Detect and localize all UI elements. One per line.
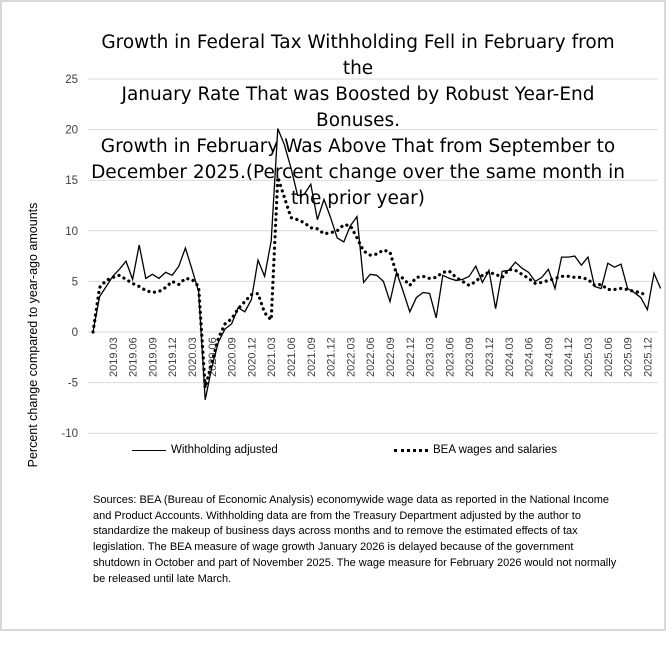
title-line: January Rate That was Boosted by Robust … xyxy=(121,84,595,131)
series-lines xyxy=(91,128,662,400)
x-tick-label: 2021.09 xyxy=(306,337,318,377)
title-line: Growth in Federal Tax Withholding Fell i… xyxy=(101,32,615,79)
y-tick-label: 15 xyxy=(65,175,78,187)
x-tick-label: 2022.03 xyxy=(345,337,357,377)
y-tick-label: -5 xyxy=(68,378,78,390)
title-line: December 2025.(Percent change over the s… xyxy=(91,162,625,183)
dotted-line-swatch-icon xyxy=(394,448,428,452)
legend-item-bea: BEA wages and salaries xyxy=(394,444,557,456)
legend-item-withholding: Withholding adjusted xyxy=(132,444,278,456)
x-tick-label: 2022.06 xyxy=(365,337,377,377)
y-tick-label: 10 xyxy=(65,226,78,238)
x-tick-label: 2025.03 xyxy=(583,337,595,377)
x-tick-label: 2023.03 xyxy=(425,337,437,377)
x-tick-labels: 2019.03 2019.06 2019.09 2019.12 2020.03 2020.… xyxy=(108,337,655,377)
title-line: the prior year) xyxy=(290,188,426,209)
x-tick-label: 2019.09 xyxy=(147,337,159,377)
legend: Withholding adjusted BEA wages and salar… xyxy=(0,444,666,462)
x-tick-label: 2023.09 xyxy=(464,337,476,377)
legend-label: BEA wages and salaries xyxy=(433,444,558,456)
x-tick-label: 2024.06 xyxy=(524,337,536,377)
x-tick-label: 2023.06 xyxy=(444,337,456,377)
y-axis-label-text: Percent change compared to year-ago amou… xyxy=(26,202,40,468)
x-tick-label: 2020.03 xyxy=(187,337,199,377)
title-line: Growth in February Was Above That from S… xyxy=(100,136,616,157)
y-axis-label: Percent change compared to year-ago amou… xyxy=(23,202,43,468)
x-tick-label: 2020.12 xyxy=(246,337,258,377)
y-tick-label: 20 xyxy=(65,125,78,137)
series-line-withholding xyxy=(92,128,662,400)
x-tick-label: 2025.06 xyxy=(603,337,615,377)
x-tick-label: 2022.12 xyxy=(405,337,417,377)
chart-frame xyxy=(0,0,666,631)
x-tick-label: 2019.03 xyxy=(108,337,120,377)
y-tick-label: 0 xyxy=(72,327,78,339)
legend-label: Withholding adjusted xyxy=(171,444,278,456)
x-tick-label: 2019.12 xyxy=(167,337,179,377)
x-tick-label: 2022.09 xyxy=(385,337,397,377)
y-tick-label: -10 xyxy=(61,428,78,440)
x-tick-label: 2024.09 xyxy=(543,337,555,377)
y-tick-label: 25 xyxy=(65,74,78,86)
series-line-bea-wages xyxy=(91,175,650,390)
x-tick-label: 2021.06 xyxy=(286,337,298,377)
solid-line-swatch-icon xyxy=(132,449,166,451)
chart-title: Growth in Federal Tax Withholding Fell i… xyxy=(88,30,628,212)
x-tick-label: 2024.03 xyxy=(504,337,516,377)
x-tick-label: 2025.09 xyxy=(623,337,635,377)
y-tick-labels: 25 20 15 10 5 0 -5 -10 xyxy=(61,74,78,440)
x-tick-label: 2020.09 xyxy=(227,337,239,377)
sources-note: Sources: BEA (Bureau of Economic Analysi… xyxy=(93,494,617,585)
x-tick-label: 2024.12 xyxy=(563,337,575,377)
x-tick-label: 2021.03 xyxy=(266,337,278,377)
x-tick-label: 2025.12 xyxy=(642,337,654,377)
x-tick-label: 2021.12 xyxy=(326,337,338,377)
x-tick-label: 2019.06 xyxy=(128,337,140,377)
x-tick-label: 2023.12 xyxy=(484,337,496,377)
y-tick-label: 5 xyxy=(72,276,78,288)
